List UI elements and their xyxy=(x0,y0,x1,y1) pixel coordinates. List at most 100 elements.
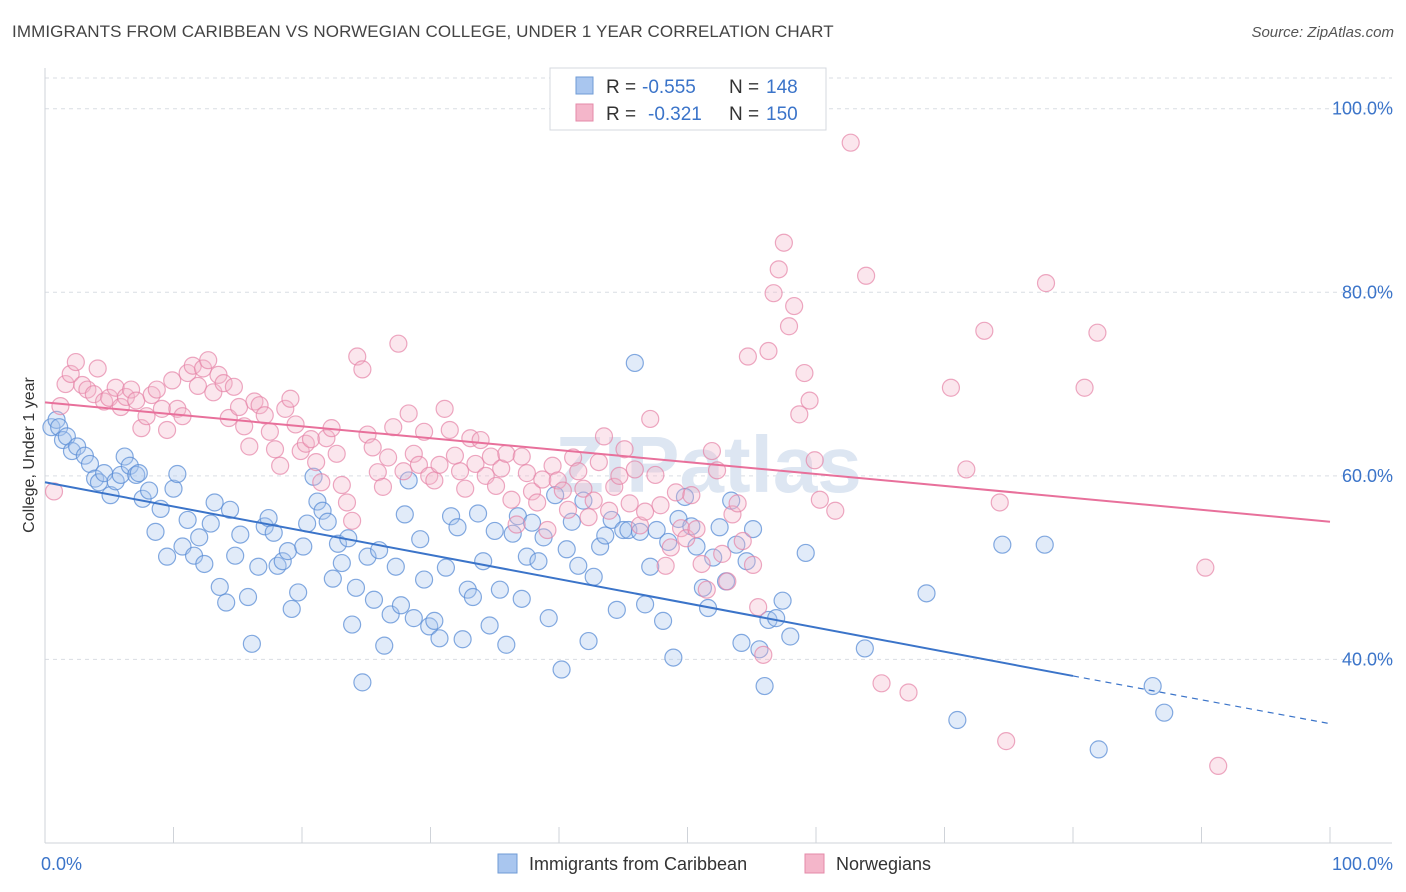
data-point xyxy=(723,505,742,524)
data-point xyxy=(282,599,301,619)
data-point xyxy=(441,507,461,526)
data-point xyxy=(435,399,454,418)
data-point xyxy=(692,554,711,574)
data-point xyxy=(697,580,716,599)
data-point xyxy=(754,645,773,664)
data-point xyxy=(88,359,107,378)
legend-n-label-2: N = xyxy=(729,104,759,125)
data-point xyxy=(271,456,290,475)
data-point xyxy=(779,317,799,336)
data-point xyxy=(425,471,444,490)
trend-lines xyxy=(44,401,1331,725)
data-point xyxy=(386,557,405,576)
data-point xyxy=(404,609,423,628)
data-point xyxy=(553,481,572,500)
data-point xyxy=(1209,756,1228,776)
data-point xyxy=(728,494,747,513)
series-norwegians-points xyxy=(44,133,1228,776)
data-point xyxy=(414,570,434,589)
data-point xyxy=(528,493,547,512)
data-point xyxy=(610,466,629,485)
legend-r-label-2: R = xyxy=(606,104,636,125)
data-point xyxy=(395,505,414,524)
data-point xyxy=(1088,323,1107,342)
data-point xyxy=(265,440,285,459)
data-point xyxy=(574,479,593,498)
data-point xyxy=(557,540,576,559)
data-point xyxy=(210,577,229,597)
series-caribbean-points xyxy=(42,353,1174,759)
data-point xyxy=(255,406,274,425)
data-point xyxy=(512,589,531,608)
data-point xyxy=(1035,535,1054,554)
data-point xyxy=(666,483,686,502)
data-point xyxy=(486,476,506,496)
data-point xyxy=(66,352,85,372)
data-point xyxy=(512,447,531,466)
data-point xyxy=(142,385,161,405)
data-point xyxy=(188,376,208,396)
data-point xyxy=(229,397,249,417)
data-point xyxy=(558,500,578,519)
data-point xyxy=(661,538,680,557)
data-point xyxy=(713,544,732,563)
data-point xyxy=(653,611,673,630)
data-point xyxy=(273,552,292,571)
data-point xyxy=(381,605,400,624)
data-point xyxy=(127,465,146,485)
data-point xyxy=(579,631,598,651)
data-point xyxy=(764,284,783,303)
data-point xyxy=(810,490,829,509)
data-point xyxy=(625,353,644,373)
data-point xyxy=(106,378,125,397)
data-point xyxy=(289,583,308,602)
data-point xyxy=(718,572,737,591)
data-point xyxy=(115,447,134,466)
data-point xyxy=(353,673,372,692)
data-point xyxy=(281,389,300,408)
data-point xyxy=(738,347,757,366)
legend-n-value-1: 148 xyxy=(766,77,798,98)
data-point xyxy=(327,444,346,463)
data-point xyxy=(163,371,182,390)
data-point xyxy=(497,635,516,654)
data-point xyxy=(569,462,588,481)
data-point xyxy=(539,609,558,628)
data-point xyxy=(147,380,166,399)
data-point xyxy=(564,448,583,467)
data-point xyxy=(795,363,814,383)
chart-title: IMMIGRANTS FROM CARIBBEAN VS NORWEGIAN C… xyxy=(12,22,834,41)
data-point xyxy=(425,611,444,630)
data-point xyxy=(480,616,499,635)
data-point xyxy=(857,266,876,285)
data-point xyxy=(318,512,337,531)
data-point xyxy=(466,454,485,474)
data-point xyxy=(453,630,472,649)
data-point xyxy=(214,374,233,393)
y-axis-label: College, Under 1 year xyxy=(21,377,38,533)
data-point xyxy=(127,391,146,410)
data-point xyxy=(941,378,961,397)
data-point xyxy=(517,547,536,566)
data-point xyxy=(743,555,763,574)
data-point xyxy=(749,598,768,617)
data-point xyxy=(301,430,321,449)
data-point xyxy=(199,351,218,370)
data-point xyxy=(249,557,268,576)
data-point xyxy=(468,504,488,523)
data-point xyxy=(146,522,165,541)
data-point xyxy=(507,515,526,534)
data-point xyxy=(732,633,751,653)
data-point xyxy=(1196,558,1215,577)
data-point xyxy=(671,519,691,538)
data-point xyxy=(704,548,723,567)
data-point xyxy=(343,511,362,530)
data-point xyxy=(168,464,187,484)
data-point xyxy=(343,615,362,634)
source-credit: Source: ZipAtlas.com xyxy=(1251,24,1394,41)
data-point xyxy=(384,418,403,437)
data-point xyxy=(522,482,542,501)
data-point xyxy=(121,380,141,399)
data-point xyxy=(389,334,408,353)
data-point xyxy=(975,321,994,340)
